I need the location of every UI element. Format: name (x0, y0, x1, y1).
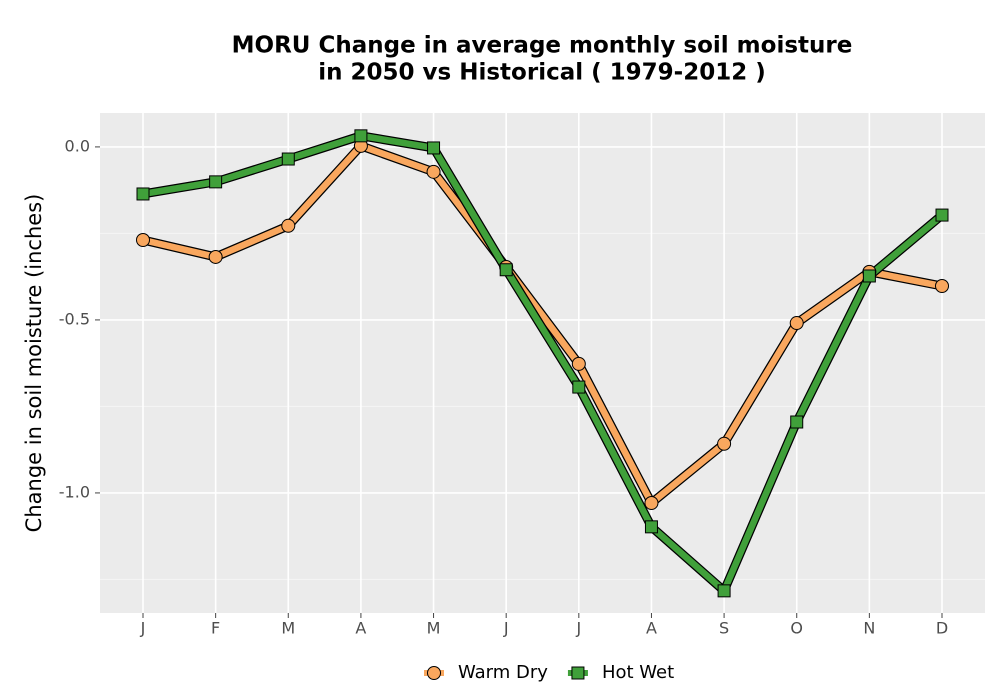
marker (136, 187, 150, 201)
marker (862, 269, 876, 283)
marker (427, 666, 441, 680)
x-tick-label: J (575, 619, 581, 638)
x-tick-label: J (503, 619, 509, 638)
x-tick-label: O (790, 619, 803, 638)
y-axis-label: Change in soil moisture (inches) (22, 194, 46, 533)
series-line (142, 142, 943, 507)
x-tick-label: M (281, 619, 295, 638)
marker (644, 520, 658, 534)
legend-label: Hot Wet (602, 662, 674, 683)
x-tick-label: A (646, 619, 657, 638)
x-tick-label: N (863, 619, 875, 638)
x-tick-label: J (140, 619, 146, 638)
legend: Warm Dry Hot Wet (424, 662, 674, 683)
marker (571, 356, 586, 371)
x-tick-label: M (427, 619, 441, 638)
x-tick-label: F (211, 619, 220, 638)
y-tick-label: -0.5 (59, 309, 90, 328)
marker (571, 666, 585, 680)
legend-label: Warm Dry (458, 662, 548, 683)
x-tick-label: D (936, 619, 948, 638)
x-tick-label: A (355, 619, 366, 638)
marker (208, 249, 223, 264)
y-tick-label: -1.0 (59, 482, 90, 501)
marker (790, 415, 804, 429)
marker (717, 584, 731, 598)
series-line (142, 132, 945, 595)
marker (209, 175, 223, 189)
chart-title: in 2050 vs Historical ( 1979-2012 ) (318, 60, 765, 86)
marker (499, 263, 513, 277)
marker (281, 218, 296, 233)
marker (935, 279, 949, 294)
y-tick-label: 0.0 (65, 136, 90, 155)
marker (717, 436, 732, 451)
marker (427, 141, 441, 155)
marker (426, 164, 441, 179)
marker (136, 232, 150, 247)
marker (644, 495, 659, 510)
marker (789, 316, 804, 331)
plot-background (100, 113, 985, 613)
chart-title: MORU Change in average monthly soil mois… (232, 33, 853, 59)
marker (935, 208, 949, 222)
marker (572, 380, 586, 394)
x-tick-label: S (719, 619, 729, 638)
marker (281, 152, 295, 166)
marker (354, 129, 368, 143)
